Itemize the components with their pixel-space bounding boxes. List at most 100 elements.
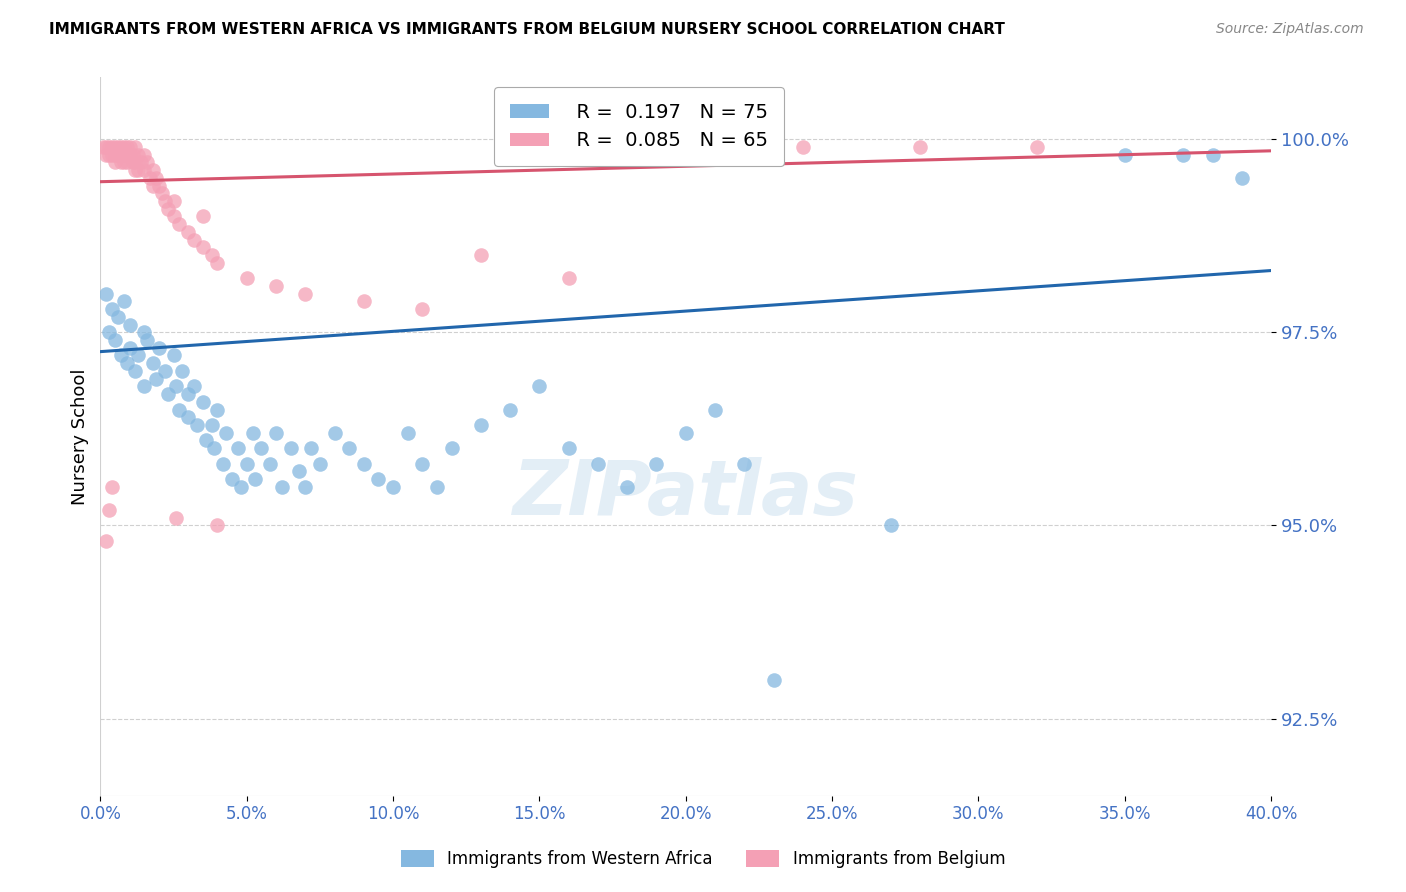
Point bbox=[107, 147, 129, 161]
Point bbox=[121, 155, 143, 169]
Point bbox=[127, 147, 149, 161]
Point bbox=[124, 364, 146, 378]
Point bbox=[288, 464, 311, 478]
Point bbox=[879, 518, 901, 533]
Point bbox=[150, 186, 173, 201]
Point bbox=[145, 372, 167, 386]
Point bbox=[675, 425, 697, 440]
Legend: Immigrants from Western Africa, Immigrants from Belgium: Immigrants from Western Africa, Immigran… bbox=[394, 843, 1012, 875]
Point bbox=[250, 441, 273, 455]
Point bbox=[426, 480, 449, 494]
Point bbox=[142, 356, 165, 370]
Point bbox=[153, 194, 176, 208]
Point bbox=[107, 140, 129, 154]
Text: IMMIGRANTS FROM WESTERN AFRICA VS IMMIGRANTS FROM BELGIUM NURSERY SCHOOL CORRELA: IMMIGRANTS FROM WESTERN AFRICA VS IMMIGR… bbox=[49, 22, 1005, 37]
Point bbox=[131, 155, 153, 169]
Point bbox=[96, 147, 118, 161]
Text: Source: ZipAtlas.com: Source: ZipAtlas.com bbox=[1216, 22, 1364, 37]
Point bbox=[162, 210, 184, 224]
Point bbox=[98, 147, 121, 161]
Point bbox=[101, 147, 124, 161]
Point bbox=[165, 510, 187, 524]
Point bbox=[134, 379, 156, 393]
Point bbox=[557, 271, 579, 285]
Point bbox=[104, 147, 127, 161]
Point bbox=[557, 441, 579, 455]
Point bbox=[124, 140, 146, 154]
Point bbox=[411, 302, 433, 317]
Point bbox=[382, 480, 405, 494]
Point bbox=[98, 503, 121, 517]
Point bbox=[96, 140, 118, 154]
Point bbox=[96, 286, 118, 301]
Point bbox=[112, 147, 135, 161]
Point bbox=[183, 233, 205, 247]
Point bbox=[101, 140, 124, 154]
Point bbox=[470, 248, 492, 262]
Point bbox=[212, 457, 235, 471]
Point bbox=[245, 472, 267, 486]
Point bbox=[264, 425, 287, 440]
Point bbox=[124, 163, 146, 178]
Point bbox=[470, 417, 492, 432]
Point bbox=[110, 155, 132, 169]
Point bbox=[337, 441, 360, 455]
Point bbox=[221, 472, 243, 486]
Point bbox=[1230, 170, 1253, 185]
Point bbox=[259, 457, 281, 471]
Point bbox=[156, 387, 179, 401]
Point bbox=[148, 341, 170, 355]
Point bbox=[908, 140, 931, 154]
Point bbox=[112, 155, 135, 169]
Point bbox=[162, 349, 184, 363]
Point bbox=[1201, 147, 1223, 161]
Point bbox=[104, 333, 127, 347]
Point bbox=[127, 163, 149, 178]
Point bbox=[101, 480, 124, 494]
Point bbox=[115, 356, 138, 370]
Point bbox=[194, 434, 217, 448]
Point bbox=[139, 170, 162, 185]
Point bbox=[396, 425, 419, 440]
Point bbox=[142, 163, 165, 178]
Text: ZIPatlas: ZIPatlas bbox=[513, 457, 859, 531]
Point bbox=[115, 140, 138, 154]
Point bbox=[101, 302, 124, 317]
Point bbox=[112, 140, 135, 154]
Point bbox=[156, 202, 179, 216]
Point bbox=[107, 310, 129, 324]
Point bbox=[440, 441, 463, 455]
Point bbox=[127, 349, 149, 363]
Point bbox=[191, 210, 214, 224]
Point bbox=[162, 194, 184, 208]
Point bbox=[309, 457, 332, 471]
Point bbox=[294, 480, 316, 494]
Point bbox=[121, 147, 143, 161]
Point bbox=[96, 533, 118, 548]
Point bbox=[136, 333, 159, 347]
Point bbox=[110, 349, 132, 363]
Point bbox=[499, 402, 522, 417]
Point bbox=[110, 140, 132, 154]
Point bbox=[1114, 147, 1136, 161]
Point bbox=[118, 147, 141, 161]
Point bbox=[215, 425, 238, 440]
Point bbox=[104, 155, 127, 169]
Point bbox=[172, 364, 194, 378]
Point bbox=[1026, 140, 1049, 154]
Point bbox=[207, 402, 229, 417]
Point bbox=[280, 441, 302, 455]
Point bbox=[353, 294, 375, 309]
Legend:   R =  0.197   N = 75,   R =  0.085   N = 65: R = 0.197 N = 75, R = 0.085 N = 65 bbox=[494, 87, 783, 166]
Point bbox=[242, 425, 264, 440]
Point bbox=[299, 441, 322, 455]
Point bbox=[207, 518, 229, 533]
Point bbox=[323, 425, 346, 440]
Point bbox=[762, 673, 785, 687]
Point bbox=[153, 364, 176, 378]
Point bbox=[229, 480, 252, 494]
Point bbox=[1173, 147, 1195, 161]
Point bbox=[136, 155, 159, 169]
Point bbox=[204, 441, 226, 455]
Point bbox=[704, 402, 727, 417]
